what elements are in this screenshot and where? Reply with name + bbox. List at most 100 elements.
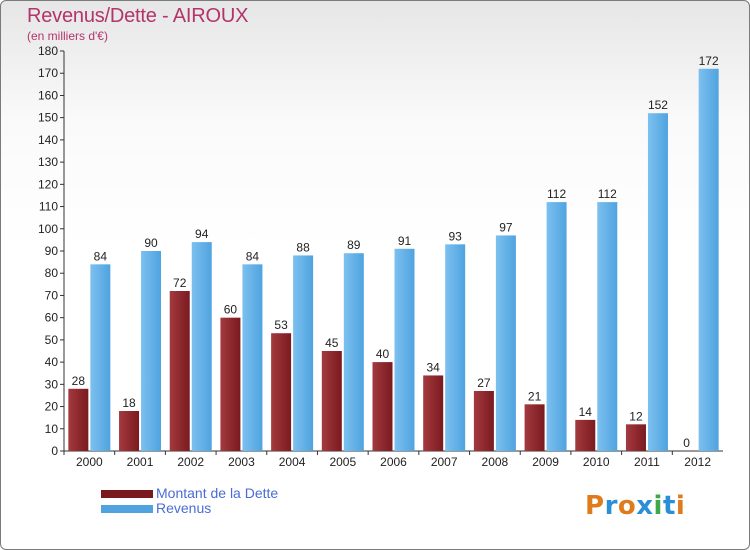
- x-tick-label: 2010: [583, 455, 610, 469]
- bar-revenue-2008: [495, 235, 516, 451]
- y-tick-label: 160: [38, 88, 58, 102]
- bar-debt-2001: [119, 411, 140, 451]
- bar-debt-2000: [68, 388, 89, 451]
- data-label-revenue-2012: 172: [699, 54, 719, 68]
- y-tick-label: 140: [38, 133, 58, 147]
- legend-label-debt: Montant de la Dette: [156, 485, 279, 501]
- y-tick-label: 170: [38, 66, 58, 80]
- x-tick-label: 2000: [76, 455, 103, 469]
- y-tick-label: 70: [45, 288, 59, 302]
- y-tick-label: 40: [45, 355, 59, 369]
- data-label-revenue-2008: 97: [499, 220, 513, 234]
- logo-letter: i: [675, 491, 686, 521]
- data-label-debt-2008: 27: [477, 376, 491, 390]
- bar-debt-2008: [473, 391, 494, 451]
- data-label-debt-2010: 14: [579, 405, 593, 419]
- data-label-debt-2002: 72: [173, 276, 187, 290]
- y-tick-label: 60: [45, 311, 59, 325]
- bar-revenue-2004: [293, 255, 314, 451]
- data-label-revenue-2005: 89: [347, 238, 361, 252]
- legend-swatch-revenue: [101, 505, 153, 513]
- x-tick-label: 2005: [329, 455, 356, 469]
- chart-subtitle: (en milliers d'€): [27, 29, 108, 43]
- x-tick-label: 2011: [634, 455, 660, 469]
- logo-letter: t: [662, 491, 676, 521]
- y-tick-label: 100: [38, 222, 58, 236]
- data-label-revenue-2010: 112: [598, 187, 617, 201]
- bar-revenue-2006: [394, 248, 415, 451]
- bar-revenue-2003: [242, 264, 263, 451]
- data-label-debt-2009: 21: [528, 389, 542, 403]
- y-tick-label: 130: [38, 155, 58, 169]
- logo-letter: i: [653, 491, 663, 521]
- bar-debt-2010: [575, 419, 596, 451]
- y-tick-label: 30: [45, 377, 59, 391]
- bar-debt-2006: [372, 362, 393, 451]
- bar-revenue-2000: [90, 264, 111, 451]
- y-tick-label: 50: [45, 333, 59, 347]
- data-label-debt-2006: 40: [376, 347, 390, 361]
- bar-debt-2009: [524, 404, 545, 451]
- x-tick-label: 2004: [279, 455, 306, 469]
- bar-revenue-2001: [141, 251, 162, 451]
- logo-letter: r: [604, 491, 618, 521]
- bar-debt-2002: [169, 291, 190, 451]
- bar-revenue-2012: [698, 68, 719, 452]
- x-tick-label: 2001: [127, 455, 154, 469]
- x-tick-label: 2009: [532, 455, 559, 469]
- y-tick-label: 150: [38, 111, 58, 125]
- y-tick-label: 110: [39, 200, 58, 214]
- x-tick-label: 2007: [431, 455, 458, 469]
- bars: [68, 68, 719, 452]
- bar-revenue-2009: [546, 202, 567, 451]
- y-tick-label: 0: [51, 444, 58, 458]
- bar-revenue-2005: [343, 253, 364, 451]
- data-label-debt-2005: 45: [325, 336, 339, 350]
- x-tick-label: 2003: [228, 455, 255, 469]
- data-label-revenue-2004: 88: [296, 240, 310, 254]
- x-tick-label: 2008: [482, 455, 509, 469]
- bar-revenue-2010: [597, 202, 618, 451]
- bar-revenue-2007: [445, 244, 466, 451]
- data-label-revenue-2000: 84: [94, 249, 108, 263]
- proxiti-logo: Proxiti: [585, 491, 685, 521]
- data-labels: 28 84 18 90 72 94 60 84 53 88 45 89 40 91 34 93 27 97 21 11…: [72, 54, 719, 450]
- y-tick-label: 120: [38, 177, 58, 191]
- data-label-debt-2011: 12: [629, 409, 643, 423]
- bar-debt-2011: [625, 424, 646, 451]
- data-label-debt-2001: 18: [122, 396, 136, 410]
- bar-revenue-2002: [191, 242, 212, 451]
- data-label-revenue-2006: 91: [398, 234, 412, 248]
- y-tick-label: 180: [38, 44, 58, 58]
- y-tick-label: 80: [45, 266, 59, 280]
- y-tick-label: 90: [45, 244, 59, 258]
- y-tick-label: 20: [45, 400, 59, 414]
- data-label-debt-2012: 0: [683, 436, 690, 450]
- logo-letter: x: [636, 491, 654, 521]
- x-tick-label: 2012: [684, 455, 711, 469]
- x-tick-label: 2002: [177, 455, 204, 469]
- x-tick-label: 2006: [380, 455, 407, 469]
- logo-letter: o: [617, 491, 637, 521]
- data-label-revenue-2003: 84: [246, 249, 260, 263]
- data-label-revenue-2007: 93: [449, 229, 463, 243]
- data-label-debt-2004: 53: [274, 318, 288, 332]
- data-label-revenue-2001: 90: [144, 236, 158, 250]
- bar-debt-2003: [220, 317, 241, 451]
- y-tick-label: 10: [45, 422, 59, 436]
- bar-debt-2007: [423, 375, 444, 451]
- data-label-debt-2000: 28: [72, 374, 86, 388]
- data-label-revenue-2011: 152: [648, 98, 668, 112]
- bar-debt-2004: [271, 333, 292, 451]
- logo-letter: P: [585, 491, 605, 521]
- data-label-revenue-2002: 94: [195, 227, 209, 241]
- bar-revenue-2011: [647, 113, 668, 451]
- data-label-debt-2003: 60: [224, 303, 238, 317]
- data-label-revenue-2009: 112: [547, 187, 566, 201]
- bar-debt-2005: [321, 351, 342, 451]
- data-label-debt-2007: 34: [427, 360, 441, 374]
- chart-title: Revenus/Dette - AIROUX: [27, 5, 249, 27]
- legend-swatch-debt: [101, 490, 153, 498]
